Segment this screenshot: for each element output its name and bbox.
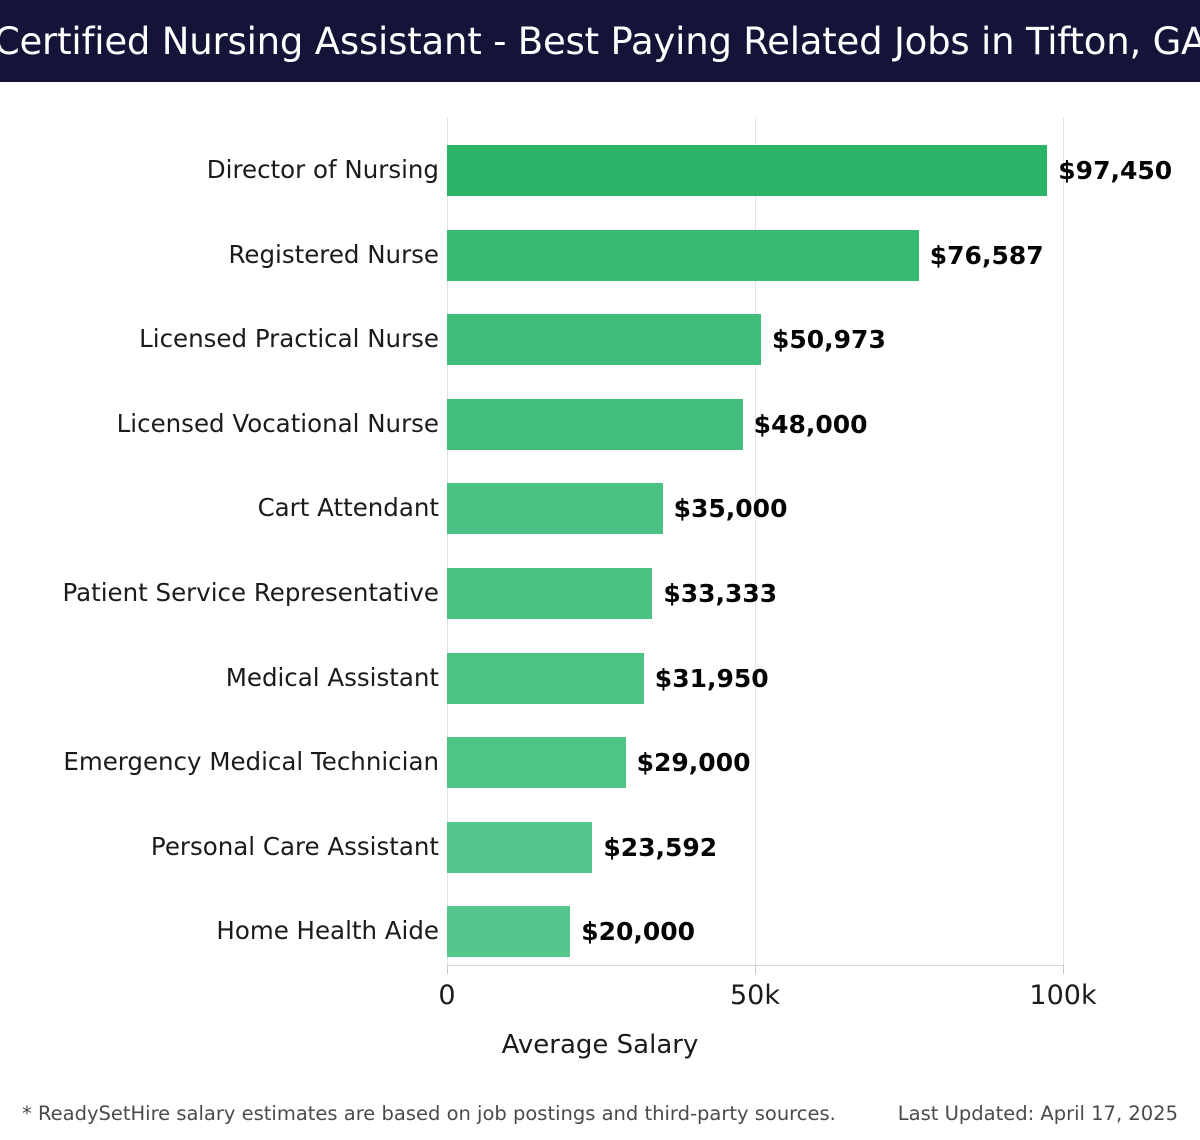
y-axis-line — [447, 118, 448, 965]
bar-row[interactable]: Licensed Practical Nurse $50,973 — [0, 297, 1200, 382]
gridline — [755, 118, 756, 965]
page-title: Certified Nursing Assistant - Best Payin… — [0, 19, 1200, 63]
bar-row[interactable]: Emergency Medical Technician $29,000 — [0, 720, 1200, 805]
bar-row[interactable]: Registered Nurse $76,587 — [0, 213, 1200, 298]
x-tick-label: 50k — [730, 980, 780, 1011]
bar-value-label: $48,000 — [753, 409, 868, 439]
category-label: Medical Assistant — [225, 662, 439, 692]
bar-value-label: $29,000 — [636, 748, 751, 778]
category-label: Licensed Vocational Nurse — [116, 408, 439, 438]
bar[interactable] — [447, 652, 644, 704]
category-label: Registered Nurse — [228, 239, 439, 269]
bar-row[interactable]: Licensed Vocational Nurse $48,000 — [0, 382, 1200, 467]
footer-disclaimer: * ReadySetHire salary estimates are base… — [22, 1101, 836, 1125]
bar-value-label: $76,587 — [929, 240, 1044, 270]
title-bar: Certified Nursing Assistant - Best Payin… — [0, 0, 1200, 82]
x-tick-label: 0 — [438, 980, 456, 1011]
bar-row[interactable]: Patient Service Representative $33,333 — [0, 551, 1200, 636]
bar[interactable] — [447, 821, 593, 873]
footer-last-updated: Last Updated: April 17, 2025 — [897, 1101, 1178, 1125]
bar-value-label: $23,592 — [603, 832, 718, 862]
bar[interactable] — [447, 568, 653, 619]
bar[interactable] — [447, 145, 1048, 196]
category-label: Emergency Medical Technician — [63, 747, 439, 777]
x-tick-mark — [1063, 965, 1064, 974]
bar[interactable] — [447, 398, 743, 450]
bar-row[interactable]: Home Health Aide $20,000 — [0, 889, 1200, 974]
footer: * ReadySetHire salary estimates are base… — [0, 1086, 1200, 1140]
bar[interactable] — [447, 483, 663, 535]
bar-value-label: $33,333 — [663, 579, 778, 608]
bar[interactable] — [447, 229, 919, 281]
x-tick-label: 100k — [1029, 980, 1097, 1011]
bar-row[interactable]: Personal Care Assistant $23,592 — [0, 805, 1200, 890]
category-label: Licensed Practical Nurse — [139, 324, 439, 354]
bar-value-label: $35,000 — [673, 494, 788, 524]
bar-value-label: $97,450 — [1058, 156, 1173, 185]
bar[interactable] — [447, 737, 626, 789]
bar-value-label: $31,950 — [654, 663, 769, 693]
category-label: Home Health Aide — [216, 916, 439, 946]
plot-area: Director of Nursing $97,450 Registered Nur… — [0, 82, 1200, 1082]
category-label: Patient Service Representative — [62, 578, 439, 607]
bar-row[interactable]: Medical Assistant $31,950 — [0, 636, 1200, 721]
category-label: Cart Attendant — [257, 493, 439, 523]
bar-value-label: $20,000 — [581, 917, 696, 947]
bar-row[interactable]: Director of Nursing $97,450 — [0, 128, 1200, 213]
bar[interactable] — [447, 906, 571, 958]
x-tick-mark — [447, 965, 448, 974]
bar[interactable] — [447, 314, 761, 366]
bar-row[interactable]: Cart Attendant $35,000 — [0, 466, 1200, 551]
category-label: Director of Nursing — [206, 155, 439, 184]
bar-value-label: $50,973 — [771, 325, 886, 355]
x-tick-mark — [755, 965, 756, 974]
category-label: Personal Care Assistant — [150, 831, 439, 861]
gridline — [1063, 118, 1064, 965]
x-axis-title: Average Salary — [501, 1030, 699, 1060]
